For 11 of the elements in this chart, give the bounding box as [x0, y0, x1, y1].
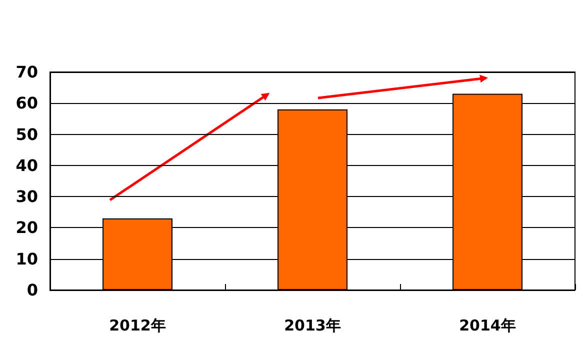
y-tick-label: 50: [16, 124, 38, 144]
y-tick-label: 30: [16, 187, 38, 206]
y-tick-label: 40: [16, 156, 38, 175]
x-tick-label: 2012年: [109, 316, 166, 334]
x-tick-label: 2013年: [284, 316, 341, 334]
y-tick-label: 10: [16, 249, 38, 268]
y-tick-label: 60: [16, 94, 38, 113]
y-tick-label: 20: [16, 218, 38, 238]
x-tick-label: 2014年: [459, 316, 516, 334]
y-tick-label: 70: [16, 62, 38, 82]
y-tick-label: 0: [26, 280, 38, 300]
